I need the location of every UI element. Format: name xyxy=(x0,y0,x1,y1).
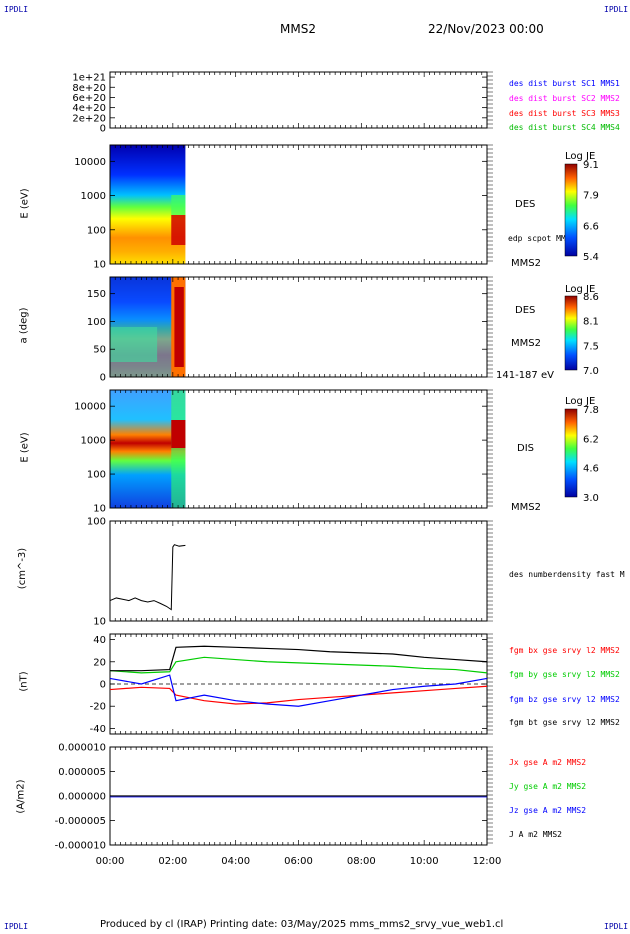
des_e-ytick-label: 100 xyxy=(87,225,106,236)
corner-tr: IPDLI xyxy=(604,5,629,14)
footer-text: Produced by cl (IRAP) Printing date: 03/… xyxy=(100,919,504,930)
des-e-label: DES xyxy=(515,199,536,210)
des_e-colorbar-label: 7.9 xyxy=(583,191,599,202)
dis-e-sub: MMS2 xyxy=(511,502,541,513)
des_e-ytick-label: 10000 xyxy=(74,157,106,168)
des_pa-colorbar-label: 7.5 xyxy=(583,341,599,352)
des_pa-colorbar xyxy=(564,295,578,371)
des_pa-colorbar-label: 7.0 xyxy=(583,366,599,377)
dis-e-end-core xyxy=(171,420,186,448)
dis_e-colorbar-label: 3.0 xyxy=(583,493,599,504)
dist-ytick-label: 6e+20 xyxy=(72,93,106,104)
des_pa-ytick-label: 0 xyxy=(100,373,106,384)
dis_e-colorbar-label: 6.2 xyxy=(583,434,599,445)
fgm-by-line xyxy=(109,656,488,674)
fgm-bt-line xyxy=(110,645,488,672)
corner-br: IPDLI xyxy=(604,922,629,931)
des-pa-energy: 141-187 eV xyxy=(496,370,554,381)
dens-ytick-label: 100 xyxy=(87,517,106,528)
dis-e-label: DIS xyxy=(517,443,534,454)
dis-e-end xyxy=(171,390,186,508)
fgm-ytick-label: 40 xyxy=(93,635,106,646)
legend-mms4: des dist burst SC4 MMS4 xyxy=(509,123,620,132)
des_e-ytick-label: 1000 xyxy=(81,191,106,202)
dist-ytick-label: 8e+20 xyxy=(72,83,106,94)
des_e-colorbar-label: 6.6 xyxy=(583,221,599,232)
fgm-ytick-label: 20 xyxy=(93,657,106,668)
des-pa-mid xyxy=(110,327,158,362)
time-tick-label: 12:00 xyxy=(473,856,502,867)
des-pa-sub: MMS2 xyxy=(511,338,541,349)
curr-legend-j: J A m2 MMS2 xyxy=(509,830,562,839)
des-e-mid-band xyxy=(171,195,186,215)
time-tick-label: 04:00 xyxy=(221,856,250,867)
corner-tl: IPDLI xyxy=(4,5,29,14)
dis_e-colorbar-label: 4.6 xyxy=(583,464,599,475)
dis_e-colorbar xyxy=(564,408,578,498)
cbar3-title: Log JE xyxy=(565,396,596,407)
des_e-ytick-label: 10 xyxy=(93,260,106,271)
time-tick-label: 08:00 xyxy=(347,856,376,867)
fgm-bz-line xyxy=(109,674,488,707)
dist-frame xyxy=(109,71,488,129)
curr-legend-jy: Jy gse A m2 MMS2 xyxy=(509,782,587,791)
corner-bl: IPDLI xyxy=(4,922,29,931)
dist-ytick-label: 2e+20 xyxy=(72,113,106,124)
des-pa-label: DES xyxy=(515,305,536,316)
dis_e-ytick-label: 10 xyxy=(93,504,106,515)
des_e-colorbar-label: 9.1 xyxy=(583,160,599,171)
curr-legend-jx: Jx gse A m2 MMS2 xyxy=(509,758,587,767)
spacecraft-title: MMS2 xyxy=(280,22,316,36)
time-tick-label: 02:00 xyxy=(158,856,187,867)
des_e-colorbar xyxy=(564,163,578,257)
legend-mms2: des dist burst SC2 MMS2 xyxy=(509,94,620,103)
cbar2-title: Log JE xyxy=(565,284,596,295)
fgm-ytick-label: 0 xyxy=(100,680,106,691)
fgm-legend-by: fgm by gse srvy l2 MMS2 xyxy=(509,670,620,679)
dis_e-colorbar-label: 7.8 xyxy=(583,405,599,416)
des-e-sub: MMS2 xyxy=(511,258,541,269)
time-tick-label: 10:00 xyxy=(410,856,439,867)
legend-mms1: des dist burst SC1 MMS1 xyxy=(509,79,620,88)
dis_e-ytick-label: 1000 xyxy=(81,436,106,447)
cbar1-title: Log JE xyxy=(565,151,596,162)
date-title: 22/Nov/2023 00:00 xyxy=(428,22,544,36)
des-e-note: edp scpot MMS2 xyxy=(508,234,576,243)
curr-ytick-label: 0.000010 xyxy=(58,743,106,754)
density-line xyxy=(109,544,186,611)
dens-ytick-label: 10 xyxy=(93,617,106,628)
dist-ytick-label: 0 xyxy=(100,124,106,135)
curr-ytick-label: 0.000005 xyxy=(58,767,106,778)
dis_e-ytick-label: 100 xyxy=(87,470,106,481)
curr-ytick-label: -0.000005 xyxy=(55,816,106,827)
des_pa-colorbar-label: 8.6 xyxy=(583,292,599,303)
time-tick-label: 00:00 xyxy=(96,856,125,867)
fgm-legend-bt: fgm bt gse srvy l2 MMS2 xyxy=(509,718,620,727)
curr-legend-jz: Jz gse A m2 MMS2 xyxy=(509,806,587,815)
des_pa-ytick-label: 50 xyxy=(93,345,106,356)
des-pa-end-core xyxy=(174,287,184,367)
des_pa-ytick-label: 150 xyxy=(87,289,106,300)
des-e-hot-band xyxy=(171,215,186,245)
dist-ytick-label: 1e+21 xyxy=(72,73,106,84)
legend-mms3: des dist burst SC3 MMS3 xyxy=(509,109,620,118)
fgm-bx-line xyxy=(109,685,488,705)
time-tick-label: 06:00 xyxy=(284,856,313,867)
des_e-colorbar-label: 5.4 xyxy=(583,252,599,263)
fgm-legend-bx: fgm bx gse srvy l2 MMS2 xyxy=(509,646,620,655)
des_pa-colorbar-label: 8.1 xyxy=(583,317,599,328)
curr-ytick-label: -0.000010 xyxy=(55,841,106,852)
fgm-ytick-label: -40 xyxy=(90,724,106,735)
curr-ytick-label: 0.000000 xyxy=(58,792,106,803)
dist-ytick-label: 4e+20 xyxy=(72,103,106,114)
fgm-legend-bz: fgm bz gse srvy l2 MMS2 xyxy=(509,695,620,704)
dis_e-ytick-label: 10000 xyxy=(74,402,106,413)
dens-note: des numberdensity fast M xyxy=(509,570,625,579)
fgm-ytick-label: -20 xyxy=(90,702,106,713)
des_pa-ytick-label: 100 xyxy=(87,317,106,328)
